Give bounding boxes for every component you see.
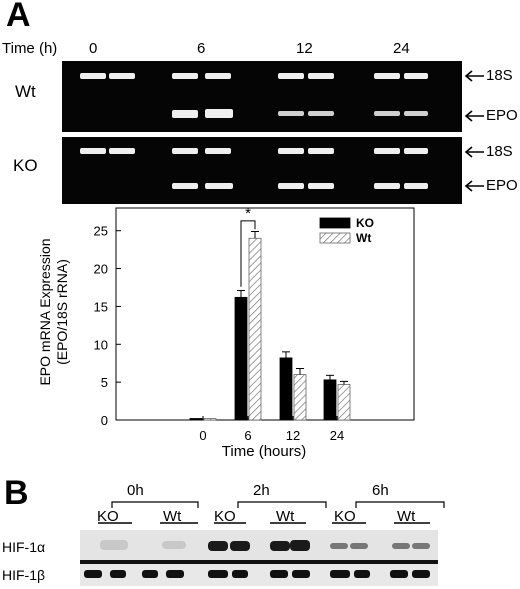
x-axis-label: Time (hours)	[222, 443, 306, 460]
bar-ko-0	[189, 418, 203, 421]
y-tick-label-10: 10	[94, 337, 108, 352]
western-blot	[80, 530, 438, 586]
band-label-18s-ko: 18S	[486, 143, 513, 160]
bar-wt-0	[203, 418, 217, 421]
legend-label-ko: KO	[356, 216, 374, 230]
bars	[189, 230, 351, 421]
panel-b-letter: B	[4, 474, 29, 512]
gel-ko	[62, 137, 462, 204]
bar-ko-6	[234, 296, 248, 421]
x-axis: 0 6 12 24	[199, 416, 344, 443]
row-label-ko: KO	[13, 156, 38, 175]
y-tick-label-20: 20	[94, 262, 108, 277]
band-arrows	[464, 70, 484, 192]
bar-ko-12	[279, 357, 293, 421]
y-tick-label-15: 15	[94, 299, 108, 314]
blot-wt-label-2h: Wt	[276, 508, 295, 525]
time-point-24: 24	[393, 40, 410, 57]
bar-wt-24	[337, 384, 351, 421]
legend-swatch-ko	[319, 217, 351, 229]
time-point-0: 0	[89, 40, 98, 57]
y-tick-label-0: 0	[101, 413, 108, 428]
blot-ko-label-6h: KO	[334, 508, 356, 525]
time-label: Time (h)	[2, 40, 58, 57]
y-axis-label-line1: EPO mRNA Expression	[37, 238, 53, 385]
plot-frame	[115, 207, 415, 421]
blot-wt-label-6h: Wt	[397, 508, 416, 525]
band-label-epo-wt: EPO	[486, 107, 518, 124]
annotations: *	[240, 205, 256, 287]
bar-ko-24	[323, 379, 337, 421]
band-label-epo-ko: EPO	[486, 177, 518, 194]
y-axis-label-line2: (EPO/18S rRNA)	[54, 259, 70, 365]
blot-ko-label-0h: KO	[97, 508, 119, 525]
panel-a-letter: A	[6, 0, 31, 34]
blot-wt-label-0h: Wt	[163, 508, 182, 525]
x-tick-label-12: 12	[286, 428, 300, 443]
significance-bracket	[240, 220, 256, 287]
significance-star: *	[245, 205, 251, 222]
bar-wt-12	[293, 374, 307, 421]
legend-label-wt: Wt	[356, 231, 371, 245]
bar-wt-6	[248, 237, 262, 421]
x-tick-label-6: 6	[244, 428, 251, 443]
legend-swatch-wt	[319, 232, 351, 244]
blot-ko-label-2h: KO	[214, 508, 236, 525]
blot-group-brackets	[98, 501, 445, 524]
x-tick-label-0: 0	[199, 428, 206, 443]
y-axis: 0 5 10 15 20 25	[94, 224, 121, 428]
blot-time-2h: 2h	[253, 482, 270, 499]
time-point-12: 12	[296, 40, 313, 57]
x-tick-label-24: 24	[330, 428, 344, 443]
protein-label-hif1a: HIF-1α	[2, 539, 46, 555]
protein-label-hif1b: HIF-1β	[2, 567, 46, 583]
row-label-wt: Wt	[15, 82, 36, 101]
blot-time-0h: 0h	[127, 482, 144, 499]
y-tick-label-5: 5	[101, 375, 108, 390]
blot-time-6h: 6h	[372, 482, 389, 499]
time-point-6: 6	[197, 40, 206, 57]
y-tick-label-25: 25	[94, 224, 108, 239]
band-label-18s-wt: 18S	[486, 67, 513, 84]
gel-wt	[62, 61, 462, 132]
